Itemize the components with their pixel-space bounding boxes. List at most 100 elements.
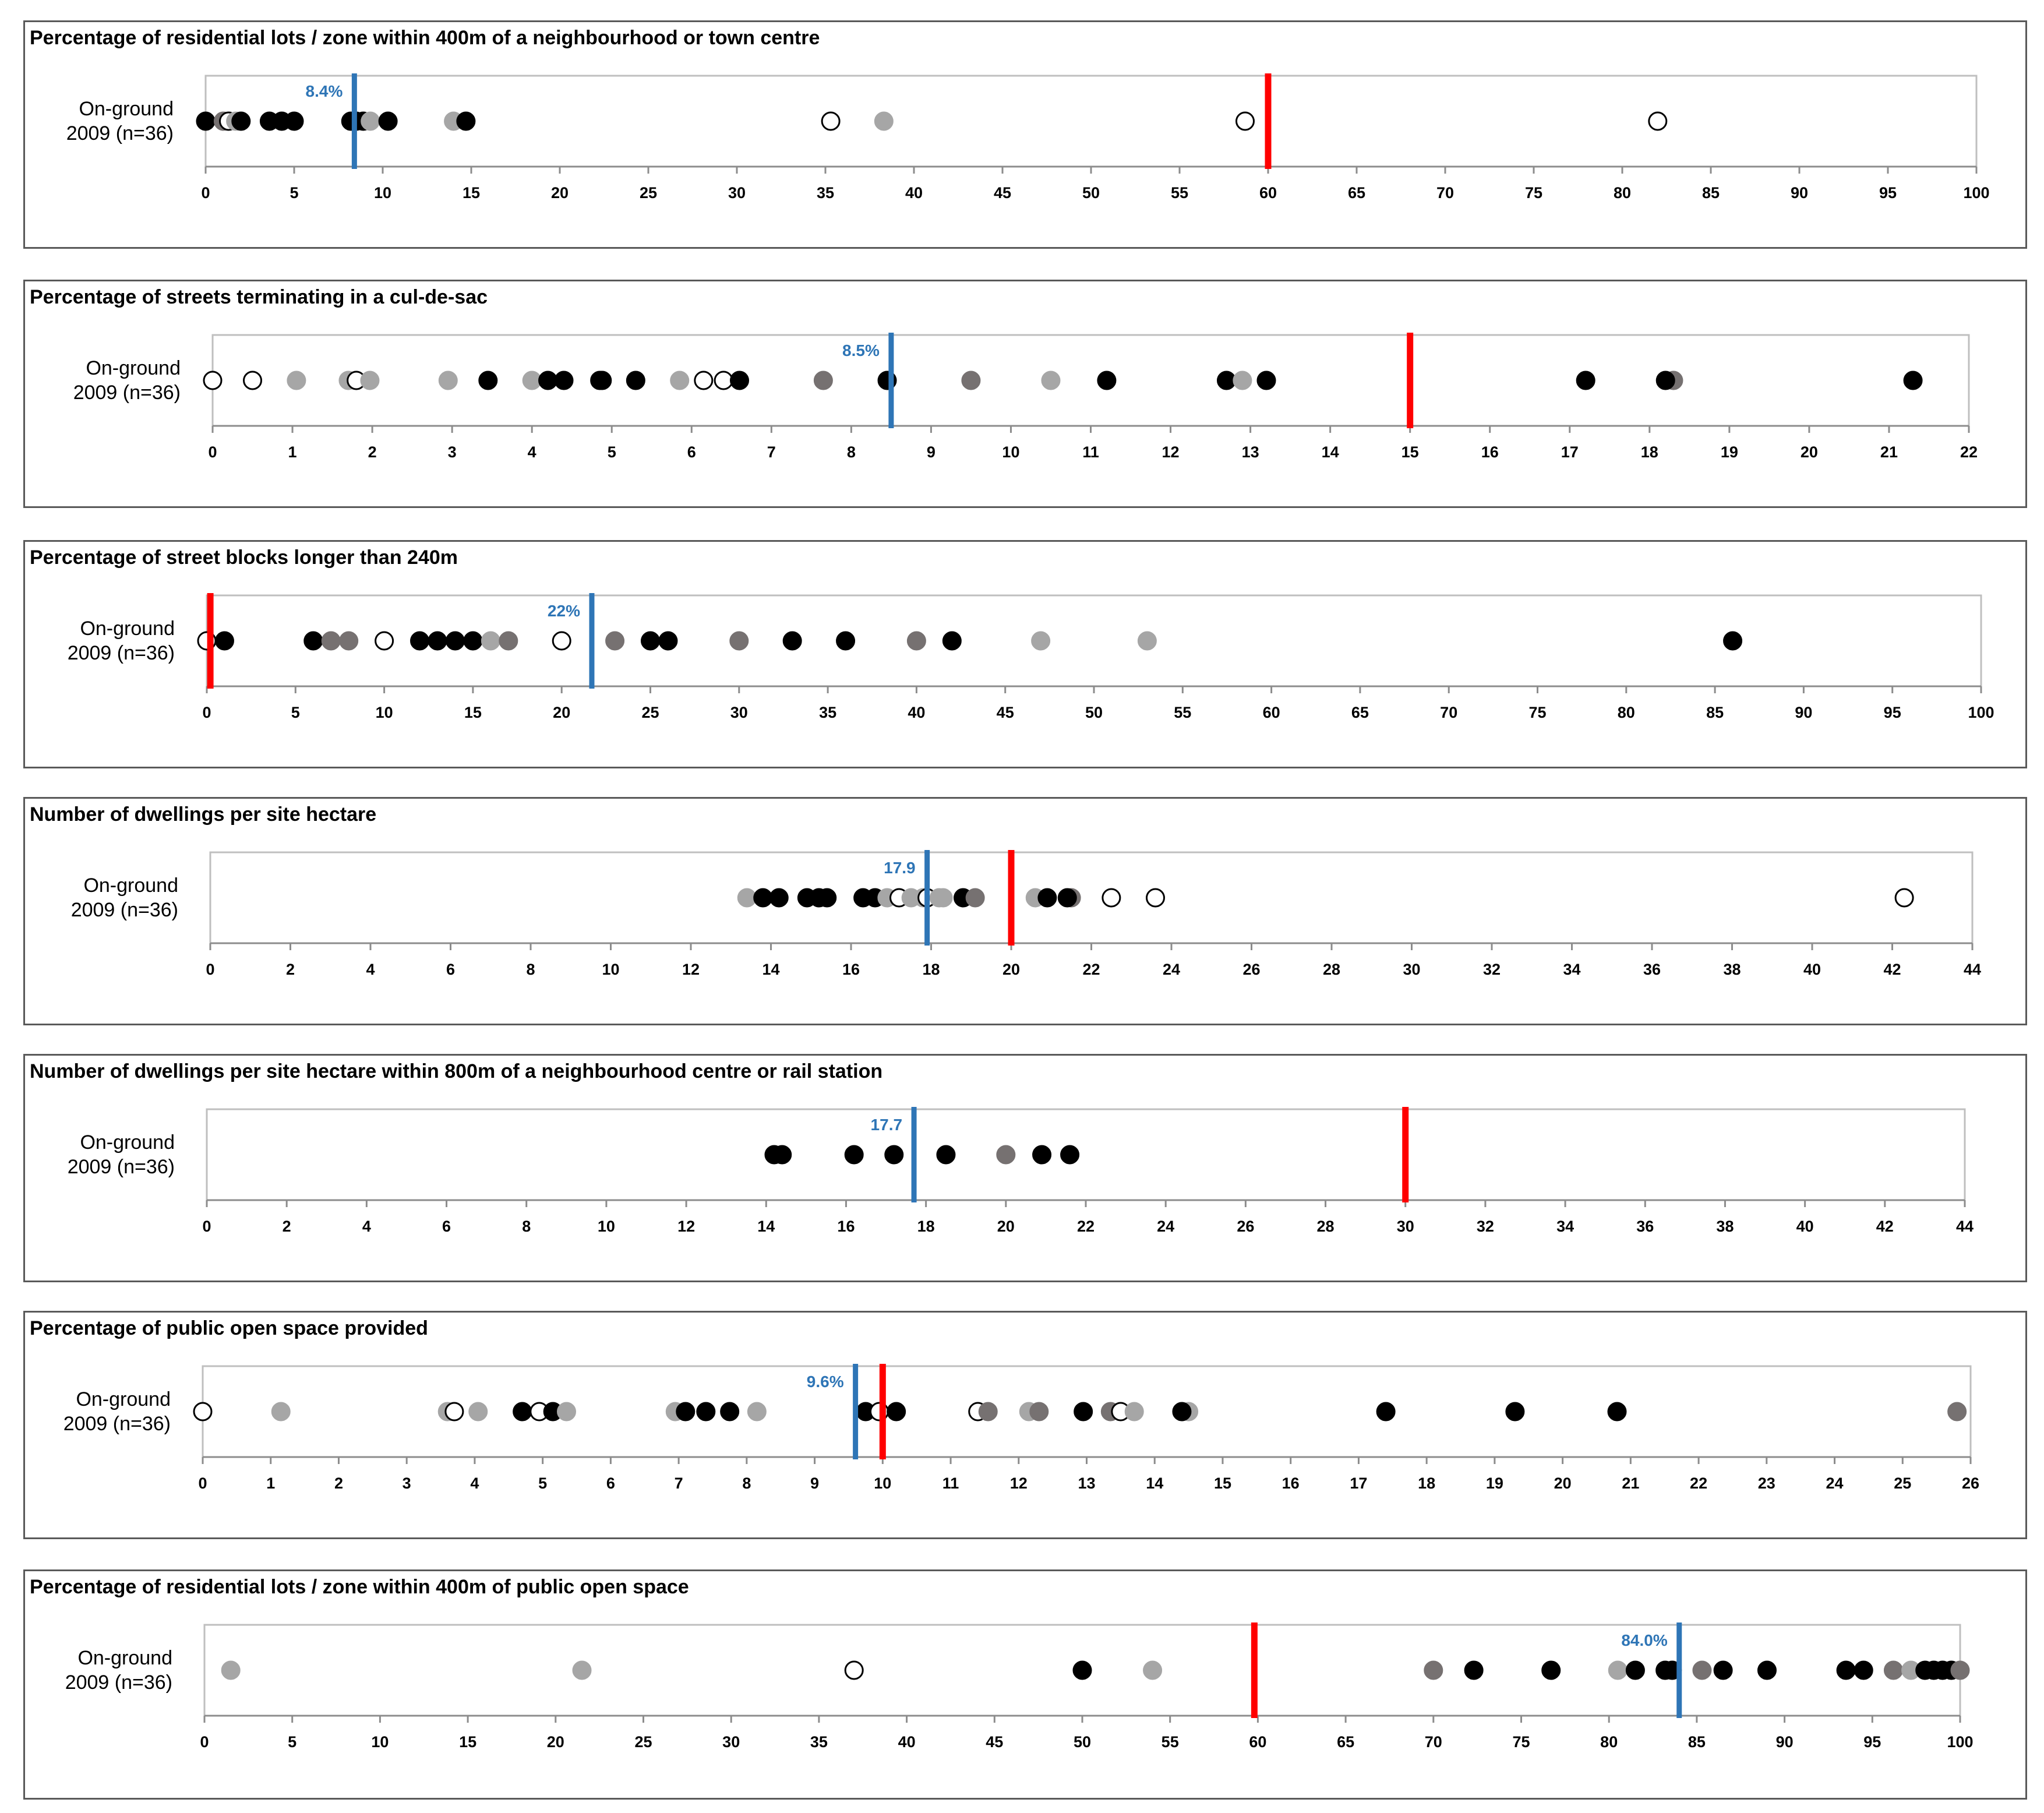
row-label: On-ground	[77, 1647, 172, 1669]
panel-dwellings-800m: Number of dwellings per site hectare wit…	[23, 1054, 2027, 1282]
x-tick-label: 10	[371, 1733, 389, 1751]
data-point	[772, 1145, 792, 1165]
x-tick-label: 90	[1795, 704, 1812, 721]
data-point	[961, 371, 981, 390]
chart-svg: 0 2 4 6 8 10 12 14 16 18 20 22 24 26 28 30 32 34 36 38 40 42 4…	[68, 1107, 1974, 1235]
x-tick-label: 8	[742, 1475, 751, 1492]
row-label: 2009 (n=36)	[66, 122, 174, 144]
data-point	[287, 371, 306, 390]
panel-title: Percentage of residential lots / zone wi…	[30, 27, 820, 49]
data-point	[844, 1660, 864, 1680]
data-point	[817, 888, 837, 908]
x-tick-label: 75	[1512, 1733, 1530, 1751]
data-point	[978, 1402, 998, 1422]
data-point	[1146, 888, 1165, 908]
data-point	[321, 631, 341, 651]
x-tick-label: 55	[1171, 184, 1188, 202]
x-tick-label: 2	[368, 443, 377, 461]
x-tick-label: 75	[1525, 184, 1542, 202]
x-tick-label: 80	[1618, 704, 1635, 721]
row-label: On-ground	[80, 1131, 175, 1154]
data-point	[193, 1402, 213, 1422]
data-point	[513, 1402, 532, 1422]
data-point	[747, 1402, 767, 1422]
x-tick-label: 7	[675, 1475, 683, 1492]
data-point	[1757, 1660, 1777, 1680]
data-point	[1894, 888, 1914, 908]
row-label: On-ground	[79, 98, 174, 120]
x-tick-label: 20	[553, 704, 570, 721]
data-point	[1235, 111, 1255, 131]
data-point	[1097, 371, 1117, 390]
x-tick-label: 55	[1162, 1733, 1179, 1751]
data-point	[769, 888, 789, 908]
x-tick-label: 18	[1641, 443, 1658, 461]
row-label: On-ground	[80, 618, 175, 640]
x-tick-label: 45	[986, 1733, 1003, 1751]
x-tick-label: 4	[470, 1475, 479, 1492]
x-tick-label: 15	[459, 1733, 476, 1751]
data-point	[1172, 1402, 1192, 1422]
x-tick-label: 22	[1690, 1475, 1707, 1492]
data-point	[1037, 888, 1057, 908]
x-tick-label: 95	[1863, 1733, 1881, 1751]
chart-svg: 0 5 10 15 20 25 30 35 40 45 50 55 60 65 70 75 80 85 90 95 10…	[68, 593, 1994, 721]
data-point	[1625, 1660, 1645, 1680]
row-label: 2009 (n=36)	[68, 1156, 175, 1178]
x-tick-label: 3	[403, 1475, 411, 1492]
x-tick-label: 11	[1082, 443, 1099, 461]
x-tick-label: 18	[917, 1218, 935, 1235]
x-tick-label: 95	[1884, 704, 1901, 721]
x-tick-label: 6	[446, 961, 455, 978]
x-tick-label: 36	[1643, 961, 1661, 978]
data-point	[906, 631, 926, 651]
data-point	[626, 371, 645, 390]
data-point	[1137, 631, 1157, 651]
x-tick-label: 5	[290, 184, 298, 202]
x-tick-label: 1	[288, 443, 297, 461]
x-tick-label: 19	[1486, 1475, 1503, 1492]
data-point	[658, 631, 678, 651]
x-tick-label: 38	[1716, 1218, 1734, 1235]
data-point	[284, 111, 304, 131]
data-point	[438, 371, 458, 390]
data-point	[361, 111, 380, 131]
data-point	[243, 371, 263, 390]
x-tick-label: 15	[463, 184, 480, 202]
data-point	[1057, 888, 1077, 908]
x-tick-label: 45	[997, 704, 1014, 721]
x-tick-label: 20	[547, 1733, 564, 1751]
x-tick-label: 5	[538, 1475, 547, 1492]
data-point	[1505, 1402, 1525, 1422]
x-tick-label: 26	[1962, 1475, 1979, 1492]
x-tick-label: 15	[464, 704, 482, 721]
x-tick-label: 7	[767, 443, 776, 461]
x-tick-label: 75	[1528, 704, 1546, 721]
data-point	[729, 631, 749, 651]
chart-svg: 0 1 2 3 4 5 6 7 8 9 10 11 12 13 14 15 16 17 18 19 20 21 22On-g…	[73, 333, 1978, 461]
x-tick-label: 42	[1876, 1218, 1894, 1235]
x-tick-label: 4	[366, 961, 375, 978]
data-point	[1713, 1660, 1733, 1680]
x-tick-label: 17	[1561, 443, 1579, 461]
panel-title: Number of dwellings per site hectare	[30, 803, 377, 826]
x-tick-label: 0	[201, 184, 210, 202]
data-point	[303, 631, 323, 651]
x-tick-label: 10	[376, 704, 393, 721]
x-tick-label: 15	[1214, 1475, 1231, 1492]
x-tick-label: 13	[1078, 1475, 1095, 1492]
data-point	[468, 1402, 488, 1422]
x-tick-label: 40	[898, 1733, 916, 1751]
panel-title: Percentage of streets terminating in a c…	[30, 286, 488, 308]
x-tick-label: 12	[682, 961, 700, 978]
x-tick-label: 18	[1418, 1475, 1435, 1492]
x-tick-label: 24	[1826, 1475, 1844, 1492]
data-point	[522, 371, 542, 390]
x-tick-label: 60	[1249, 1733, 1266, 1751]
x-tick-label: 15	[1402, 443, 1419, 461]
row-label: 2009 (n=36)	[65, 1671, 172, 1694]
data-point	[1950, 1660, 1970, 1680]
data-point	[884, 1145, 904, 1165]
x-tick-label: 42	[1883, 961, 1901, 978]
